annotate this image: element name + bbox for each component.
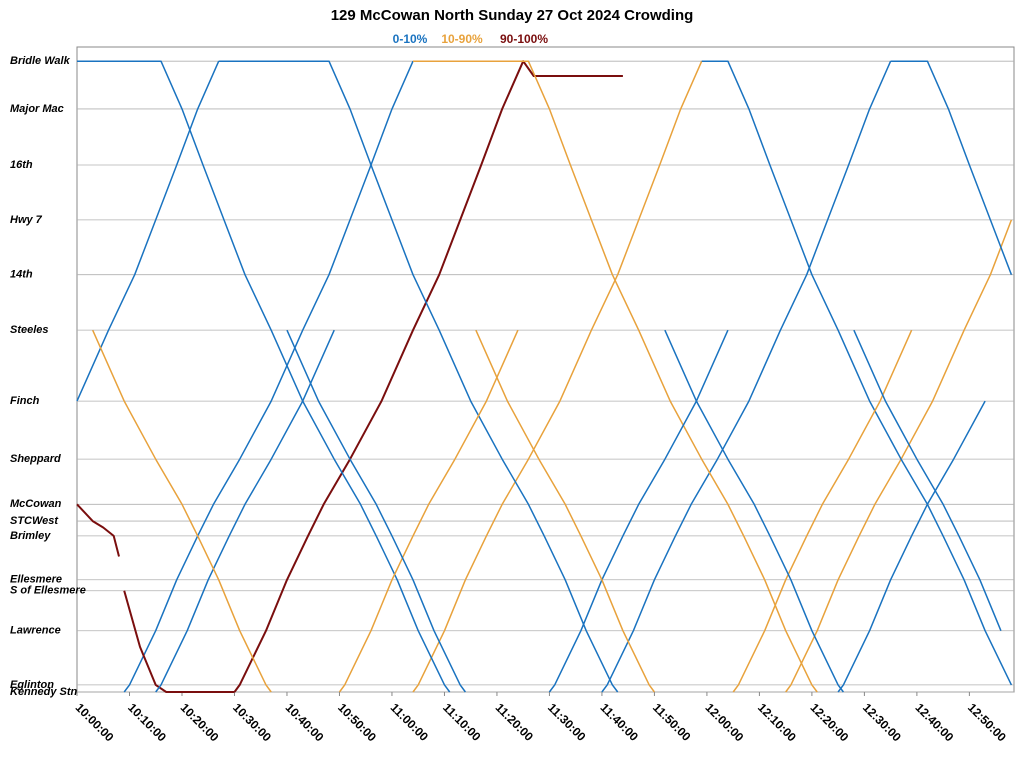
x-tick-label: 10:40:00: [283, 700, 327, 744]
x-tick-label: 11:20:00: [493, 700, 537, 744]
trip-line: [853, 329, 1002, 631]
trip-line: [701, 60, 1013, 686]
legend-entry: 90-100%: [500, 32, 548, 46]
x-tick-label: 11:00:00: [388, 700, 432, 744]
x-tick-label: 12:40:00: [913, 700, 957, 744]
trip-line: [412, 60, 703, 693]
x-tick-label: 12:10:00: [755, 700, 799, 744]
y-tick-label: McCowan: [10, 498, 62, 510]
y-tick-label: Eglinton: [10, 679, 54, 691]
trip-line: [475, 329, 656, 693]
y-tick-label: Finch: [10, 395, 40, 407]
y-tick-label: 16th: [10, 159, 33, 171]
x-tick-label: 10:00:00: [73, 700, 117, 744]
x-tick-label: 12:30:00: [860, 700, 904, 744]
trip-line: [413, 60, 818, 693]
trip-line: [77, 60, 451, 693]
y-tick-label: 14th: [10, 269, 33, 281]
legend: 0-10% 10-90% 90-100%: [393, 32, 549, 46]
trip-line: [155, 329, 335, 693]
y-tick-label: Lawrence: [10, 625, 61, 637]
y-tick-label: S of Ellesmere: [10, 585, 86, 597]
trip-line: [664, 329, 845, 693]
trip-line: [123, 60, 414, 693]
x-tick-label: 10:10:00: [125, 700, 169, 744]
y-tick-label: Major Mac: [10, 103, 64, 115]
y-tick-label: Bridle Walk: [10, 55, 71, 67]
x-tick-label: 12:50:00: [965, 700, 1009, 744]
y-tick-label: Hwy 7: [10, 214, 43, 226]
trip-line: [233, 60, 623, 693]
x-tick-label: 10:30:00: [230, 700, 274, 744]
trip-line: [785, 219, 1013, 693]
trip-line: [890, 60, 1013, 275]
trip-line: [548, 329, 729, 693]
trip-line: [92, 329, 272, 693]
y-tick-label: Sheppard: [10, 453, 61, 465]
legend-entry: 10-90%: [441, 32, 483, 46]
trip-line: [76, 503, 120, 557]
y-tick-label: Steeles: [10, 324, 49, 336]
y-tick-label: Kennedy Stn: [10, 686, 78, 698]
trip-line: [286, 329, 467, 693]
trip-line: [837, 400, 986, 693]
y-tick-label: Brimley: [10, 530, 51, 542]
trip-line: [218, 60, 619, 693]
x-tick-label: 11:40:00: [598, 700, 642, 744]
plot-frame: [76, 46, 1015, 693]
x-tick-label: 11:50:00: [650, 700, 694, 744]
x-tick-label: 11:10:00: [440, 700, 484, 744]
trip-line: [732, 329, 913, 693]
y-tick-label: Ellesmere: [10, 574, 62, 586]
trip-line: [123, 590, 235, 693]
trip-line: [338, 329, 519, 693]
y-tick-label: STCWest: [10, 515, 59, 527]
x-tick-label: 10:20:00: [178, 700, 222, 744]
x-tick-label: 11:30:00: [545, 700, 589, 744]
trip-line: [601, 60, 892, 693]
legend-entry: 0-10%: [393, 32, 428, 46]
x-tick-label: 10:50:00: [335, 700, 379, 744]
x-tick-label: 12:00:00: [703, 700, 747, 744]
x-tick-label: 12:20:00: [808, 700, 852, 744]
trip-line: [76, 60, 220, 402]
chart-title: 129 McCowan North Sunday 27 Oct 2024 Cro…: [331, 7, 694, 24]
